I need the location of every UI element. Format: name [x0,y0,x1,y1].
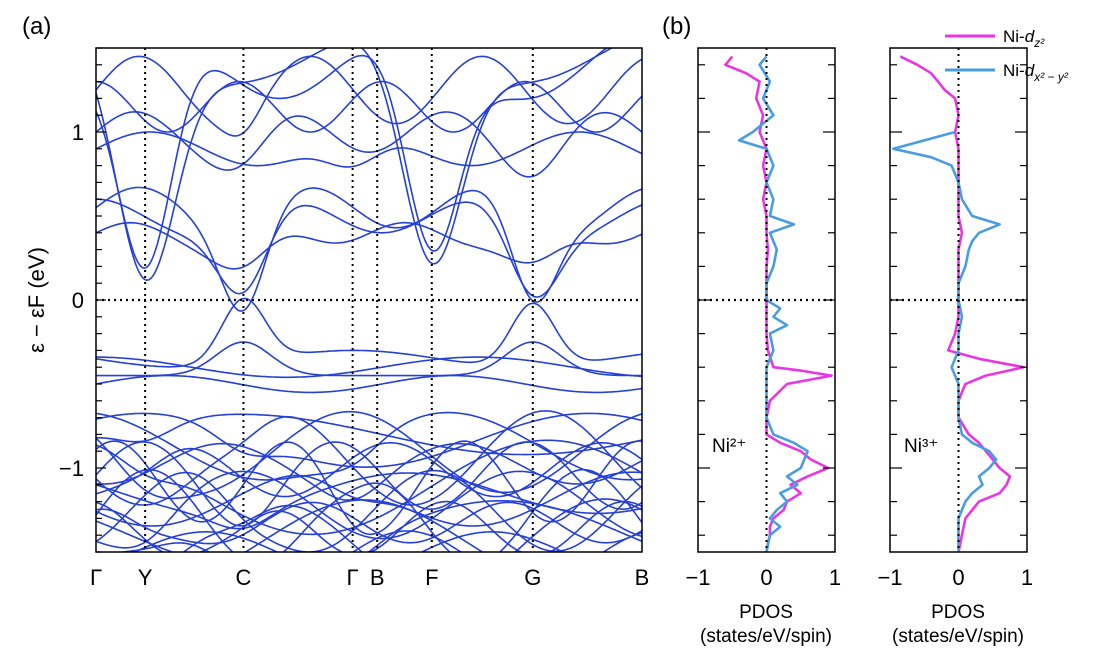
pdos-ni3-xlabel-units: (states/eV/spin) [892,626,1024,647]
legend-label-dz2: Ni-dz² [1003,27,1045,50]
pdos-ni3-axes: −1 0 1 [877,47,1033,590]
x-tick-label: C [235,565,251,590]
pdos-x-tick-label: 0 [952,565,964,590]
ni2-annotation: Ni²⁺ [712,436,746,457]
ni3-annotation: Ni³⁺ [904,436,938,457]
band-line [132,530,566,552]
band-line [96,410,642,500]
band-line [96,374,642,394]
pdos-x-tick-label: −1 [877,565,902,590]
pdos-x-tick-label: 1 [829,565,841,590]
band-line [96,356,642,379]
y-tick-label: −1 [59,456,84,481]
panel-label-a: (a) [22,13,51,40]
pdos-ni2-axes: −1 0 1 [685,47,841,590]
pdos-ni3-xlabel: PDOS [931,602,985,623]
x-tick-label: Y [138,565,153,590]
band-line [96,48,614,282]
band-line [96,411,642,481]
y-tick-label: 1 [72,120,84,145]
pdos-x-tick-label: 0 [760,565,772,590]
band-structure-plot [96,48,642,552]
x-tick-label: F [425,565,438,590]
band-line [243,499,485,552]
band-line [96,55,642,137]
legend: Ni-dz² Ni-dx² − y² [945,27,1069,84]
band-line [96,470,642,549]
band-line [118,530,642,552]
x-tick-label: B [370,565,385,590]
legend-label-dx2y2: Ni-dx² − y² [1003,61,1069,84]
band-line [96,501,642,545]
band-line [182,498,642,552]
pdos-series-dx2y2-ni2 [737,55,809,552]
pdos-series-dz2-ni2 [724,55,833,552]
x-tick-label: G [524,565,541,590]
pdos-series-dx2y2-ni3 [892,130,1001,552]
pdos-series-dz2-ni3 [899,55,1025,552]
pdos-x-tick-label: 1 [1021,565,1033,590]
band-line [96,111,642,178]
band-y-axis-title: ε − εF (eV) [24,247,49,353]
band-line [96,412,642,468]
x-tick-label: B [635,565,650,590]
band-line [96,439,642,536]
band-line [96,440,642,536]
pdos-ni2-xlabel-units: (states/eV/spin) [700,626,832,647]
pdos-x-tick-label: −1 [685,565,710,590]
band-line [96,198,642,298]
band-line [96,341,642,377]
pdos-ni3-plot [892,55,1025,552]
x-tick-label: Γ [90,565,102,590]
band-line [96,471,642,527]
band-line [96,80,642,133]
pdos-ni2-plot [724,55,833,552]
band-line [96,468,642,552]
band-line [96,297,642,368]
band-line [96,221,642,270]
pdos-ni2-xlabel: PDOS [739,602,793,623]
panel-label-b: (b) [662,13,691,40]
y-tick-label: 0 [72,288,84,313]
x-tick-label: Γ [347,565,359,590]
band-line [96,131,642,168]
band-line [96,442,642,498]
